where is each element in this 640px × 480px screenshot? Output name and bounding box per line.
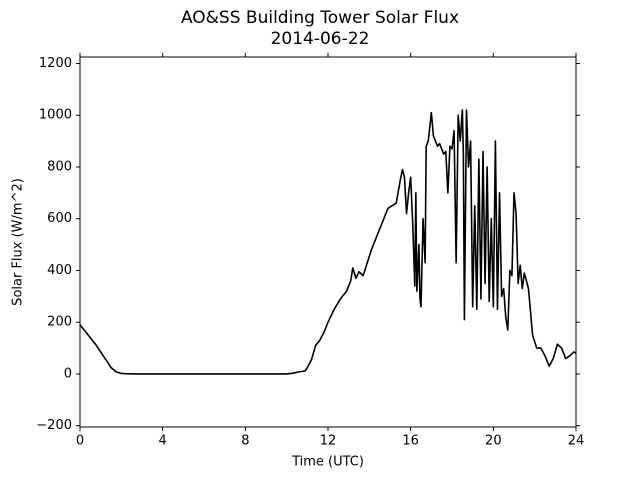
x-tick-label: 24 [568,434,585,449]
y-tick-label: 800 [47,159,72,174]
data-line [79,109,577,375]
x-tick-label: 20 [485,434,502,449]
y-tick-label: −200 [36,418,72,433]
y-tick-label: 1200 [39,56,72,71]
x-axis-label: Time (UTC) [291,455,364,470]
y-axis-label: Solar Flux (W/m^2) [11,178,26,306]
x-tick-label: 8 [241,434,249,449]
chart-title: AO&SS Building Tower Solar Flux [181,8,459,28]
y-tick-label: 1000 [39,108,72,123]
chart-subtitle: 2014-06-22 [271,29,370,49]
y-tick-label: 400 [47,263,72,278]
x-tick-label: 16 [402,434,419,449]
plot-frame [79,56,577,428]
y-tick-label: 600 [47,211,72,226]
y-tick-label: 0 [64,366,72,381]
x-tick-label: 0 [76,434,84,449]
y-tick-label: 200 [47,315,72,330]
x-tick-label: 12 [320,434,337,449]
x-tick-label: 4 [159,434,167,449]
